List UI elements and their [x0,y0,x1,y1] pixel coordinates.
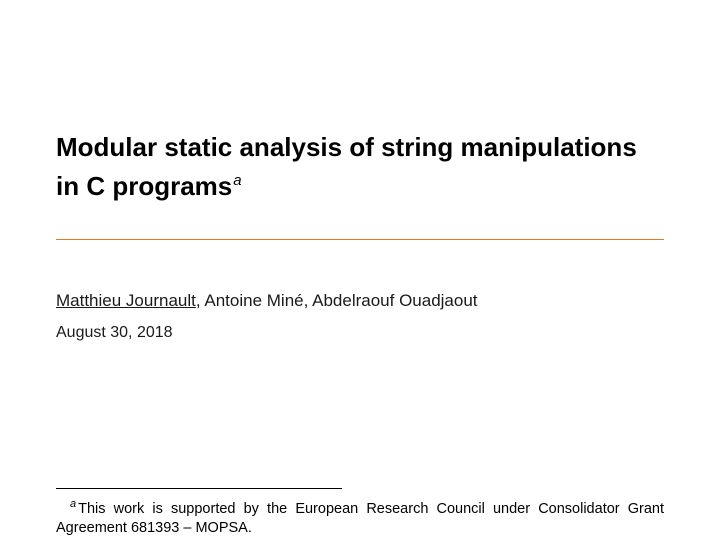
footnote-body: This work is supported by the European R… [56,501,664,537]
title-line-1: Modular static analysis of string manipu… [56,132,637,162]
title-divider [56,239,664,240]
slide-title: Modular static analysis of string manipu… [56,128,664,206]
footnote-mark: a [70,498,76,510]
title-slide: Modular static analysis of string manipu… [0,0,720,541]
title-footnote-mark: a [233,172,241,189]
coauthors: , Antoine Miné, Abdelraouf Ouadjaout [196,291,478,310]
footnote-text: aThis work is supported by the European … [56,497,664,539]
title-line-2: in C programs [56,171,232,201]
slide-date: August 30, 2018 [56,324,173,342]
authors-line: Matthieu Journault, Antoine Miné, Abdelr… [56,291,664,311]
presenting-author: Matthieu Journault [56,291,196,310]
footnote-rule [56,488,342,489]
